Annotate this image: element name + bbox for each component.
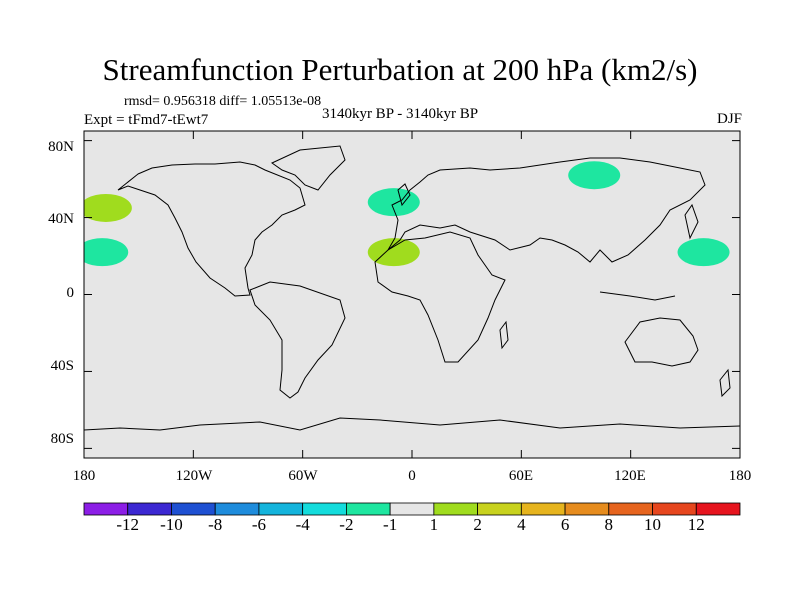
colorbar-box (127, 502, 172, 516)
colorbar-box (83, 502, 129, 516)
coastline-antarctica (84, 417, 740, 431)
colorbar-label: 8 (604, 515, 614, 534)
coastline-japan (684, 203, 699, 240)
colorbar-box (302, 502, 347, 516)
colorbar-box (433, 502, 479, 516)
anomaly-north-atlantic-low-core (367, 188, 420, 217)
anomaly-far-southern-ocean-low (688, 366, 740, 415)
colorbar-label: -6 (251, 515, 266, 534)
anomaly-siberia-low-core (568, 161, 621, 190)
anomaly-europe-high (427, 158, 524, 207)
colorbar-box (520, 502, 566, 516)
colorbar-label: -12 (116, 515, 140, 534)
colorbar-label: -10 (160, 515, 183, 534)
anomaly-layer (84, 145, 740, 415)
colorbar-box (564, 502, 610, 516)
lon-label-180w: 180 (72, 468, 96, 484)
coastline-eurasia (387, 157, 706, 263)
colorbar-box (477, 502, 522, 516)
colorbar-box (258, 502, 304, 516)
colorbar (83, 502, 741, 516)
coastline-madagascar (499, 320, 509, 350)
anomaly-north-pacific-west-low (85, 145, 182, 194)
lat-label-40n: 40N (48, 211, 74, 227)
anomaly-subtropical-pacific-low-core (84, 238, 129, 267)
anomaly-equatorial-atlantic-low (327, 283, 424, 332)
colorbar-label: -8 (208, 515, 223, 534)
anomaly-southern-ocean-high (312, 366, 409, 415)
coastline-north-america (117, 161, 306, 297)
plot-title: Streamfunction Perturbation at 200 hPa (… (102, 52, 698, 87)
lat-label-0: 0 (66, 285, 75, 301)
colorbar-box (214, 502, 260, 516)
anomaly-north-america-high (254, 145, 351, 194)
colorbar-label: 6 (560, 515, 570, 534)
anomaly-subtropical-atlantic-high-core (367, 238, 420, 267)
anomaly-south-atlantic-low (285, 328, 382, 377)
season-text: DJF (716, 111, 742, 127)
period-text: 3140kyr BP - 3140kyr BP (321, 106, 479, 122)
anomaly-far-south-pacific-low (84, 366, 136, 415)
colorbar-label: 1 (429, 515, 439, 534)
colorbar-label: 2 (473, 515, 482, 534)
anomaly-north-pacific-east-high-core (84, 193, 132, 222)
coastline-uk (397, 183, 411, 207)
lon-label-60e: 60E (508, 468, 534, 484)
colorbar-box (652, 502, 697, 516)
colorbar-box (389, 502, 435, 516)
lon-label-120w: 120W (175, 468, 213, 484)
colorbar-box (608, 502, 653, 516)
coastline-new-zealand (719, 368, 731, 398)
lat-label-80n: 80N (48, 139, 74, 155)
colorbar-label: -1 (383, 515, 398, 534)
coastlines (84, 145, 740, 431)
lon-label-0: 0 (408, 468, 416, 484)
lat-label-80s: 80S (50, 431, 74, 447)
lon-label-60w: 60W (288, 468, 318, 484)
colorbar-label: 10 (644, 515, 662, 534)
colorbar-box (695, 502, 741, 516)
lon-label-120e: 120E (614, 468, 646, 484)
colorbar-box (171, 502, 216, 516)
colorbar-box (345, 502, 391, 516)
axis-ticks (83, 131, 741, 458)
anomaly-west-pacific-low-core (677, 238, 730, 267)
colorbar-label: 4 (517, 515, 526, 534)
coastline-south-america (249, 281, 346, 399)
colorbar-label: 12 (687, 515, 705, 534)
coastline-australia (624, 317, 699, 367)
anomaly-china-high (546, 222, 643, 271)
anomaly-south-pacific-low (176, 328, 273, 377)
lon-label-180e: 180 (728, 468, 752, 484)
colorbar-label: -2 (339, 515, 354, 534)
coastline-greenland (271, 145, 346, 191)
colorbar-label: -4 (295, 515, 310, 534)
anomaly-arabia-low (464, 228, 561, 277)
lat-label-40s: 40S (50, 358, 74, 374)
anomaly-west-pacific-high (670, 183, 740, 232)
coastline-africa (374, 231, 506, 363)
coastline-indonesia (599, 291, 676, 301)
stats-text: rmsd= 0.956318 diff= 1.05513e-08 (124, 94, 322, 109)
experiment-text: Expt = tFmd7-tEwt7 (84, 112, 209, 128)
